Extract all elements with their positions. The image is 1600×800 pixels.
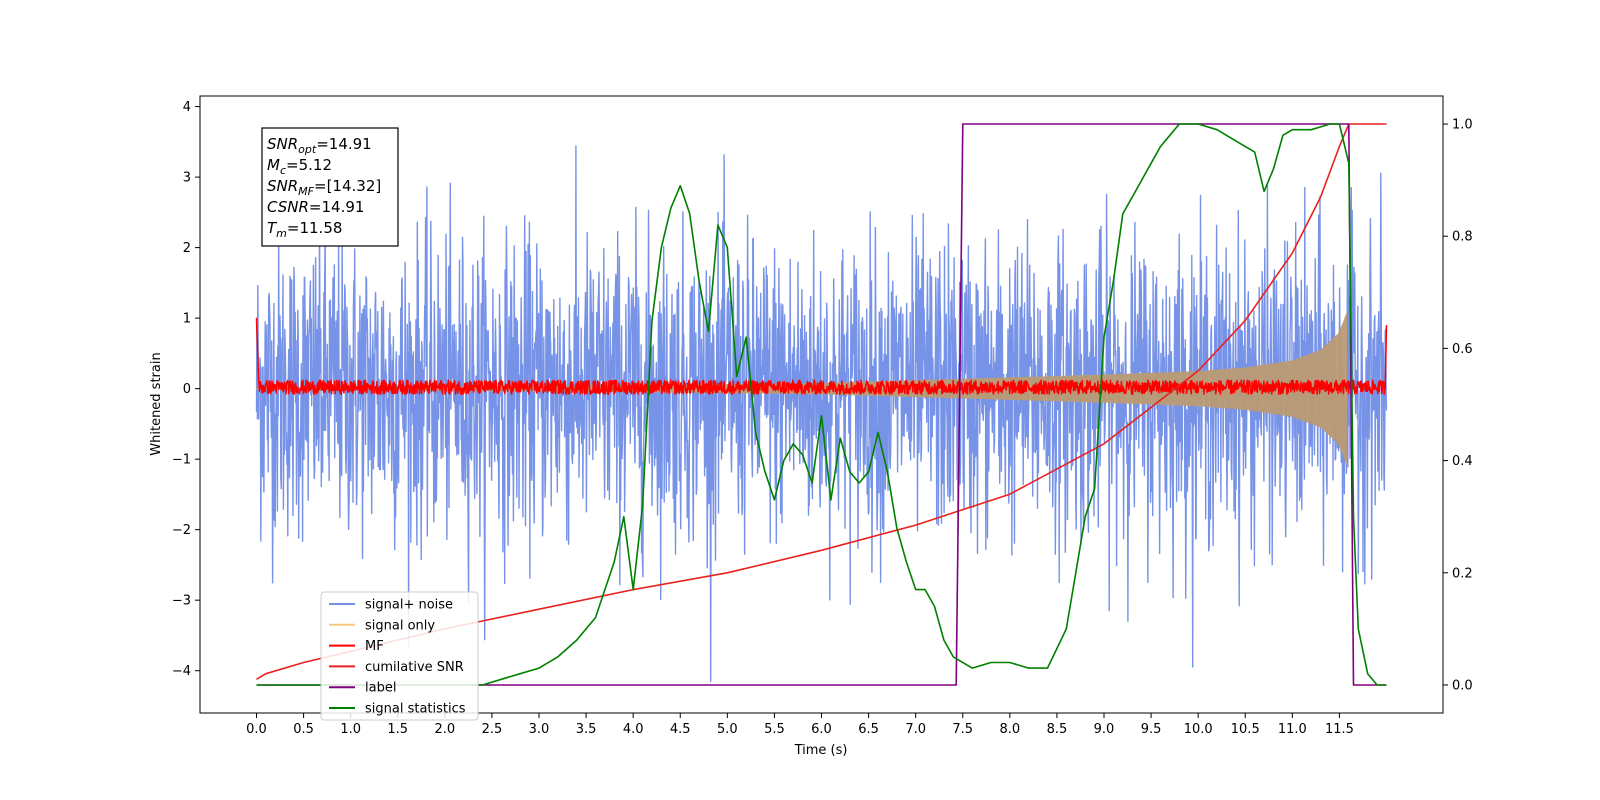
legend: signal+ noise signal only MF cumilative SNR… xyxy=(320,591,479,721)
legend-label: label xyxy=(365,681,396,696)
x-tick-label: 3.0 xyxy=(529,722,550,737)
annotation-line: SNRMF=[14.32] xyxy=(267,177,381,198)
y2-tick-label: 0.8 xyxy=(1452,230,1473,245)
x-tick-label: 1.5 xyxy=(387,722,408,737)
y-tick-label: −2 xyxy=(172,523,191,538)
x-tick-label: 10.0 xyxy=(1184,722,1213,737)
y2-tick-label: 0.0 xyxy=(1452,678,1473,693)
legend-label: cumilative SNR xyxy=(365,660,464,675)
legend-label: MF xyxy=(365,639,384,654)
x-tick-label: 0.0 xyxy=(246,722,267,737)
y2-tick-label: 1.0 xyxy=(1452,118,1473,133)
annotation-box: SNRopt=14.91Mc=5.12SNRMF=[14.32]CSNR=14.… xyxy=(261,127,399,247)
x-tick-label: 2.5 xyxy=(482,722,503,737)
series-signal-noise xyxy=(255,145,1388,682)
y-axis-label: Whitened strain xyxy=(149,352,164,455)
y2-tick-label: 0.6 xyxy=(1452,342,1473,357)
y-tick-label: 0 xyxy=(183,382,191,397)
x-tick-label: 6.0 xyxy=(811,722,832,737)
x-tick-label: 7.5 xyxy=(952,722,973,737)
annotation-line: SNRopt=14.91 xyxy=(267,135,372,156)
legend-frame xyxy=(320,591,479,721)
x-tick-label: 8.5 xyxy=(1047,722,1068,737)
x-tick-label: 3.5 xyxy=(576,722,597,737)
x-tick-label: 7.0 xyxy=(905,722,926,737)
x-tick-label: 1.0 xyxy=(340,722,361,737)
x-axis-label: Time (s) xyxy=(794,743,848,758)
y-tick-label: −1 xyxy=(172,453,191,468)
x-tick-label: 4.5 xyxy=(670,722,691,737)
y2-tick-label: 0.2 xyxy=(1452,566,1473,581)
y2-tick-label: 0.4 xyxy=(1452,454,1473,469)
series-label xyxy=(256,123,1387,686)
x-tick-label: 2.0 xyxy=(434,722,455,737)
y-tick-label: 1 xyxy=(183,312,191,327)
annotation-line: Tm=11.58 xyxy=(267,219,342,240)
annotation-line: CSNR=14.91 xyxy=(267,198,364,216)
x-tick-label: 11.0 xyxy=(1278,722,1307,737)
x-tick-label: 6.5 xyxy=(858,722,879,737)
x-tick-label: 4.0 xyxy=(623,722,644,737)
x-tick-label: 10.5 xyxy=(1231,722,1260,737)
x-tick-label: 11.5 xyxy=(1325,722,1354,737)
x-tick-label: 8.0 xyxy=(999,722,1020,737)
x-tick-label: 5.5 xyxy=(764,722,785,737)
legend-label: signal statistics xyxy=(365,702,466,717)
y-tick-label: −4 xyxy=(172,664,191,679)
x-tick-label: 0.5 xyxy=(293,722,314,737)
y-tick-label: −3 xyxy=(172,594,191,609)
series-mf xyxy=(255,318,1388,396)
x-tick-label: 5.0 xyxy=(717,722,738,737)
series-signal-statistics xyxy=(256,123,1387,686)
legend-label: signal only xyxy=(365,618,435,633)
y-tick-label: 2 xyxy=(183,241,191,256)
y-tick-label: 4 xyxy=(183,100,191,115)
annotation-frame xyxy=(261,127,399,247)
legend-label: signal+ noise xyxy=(365,598,453,613)
axes: 0.0 0.5 1.0 1.5 2.0 2.5 3.0 3.5 4.0 4.5 5.0 5.5 6.0 6… xyxy=(172,100,1473,737)
y-tick-label: 3 xyxy=(183,171,191,186)
annotation-line: Mc=5.12 xyxy=(267,156,332,177)
x-tick-label: 9.5 xyxy=(1141,722,1162,737)
x-tick-label: 9.0 xyxy=(1094,722,1115,737)
